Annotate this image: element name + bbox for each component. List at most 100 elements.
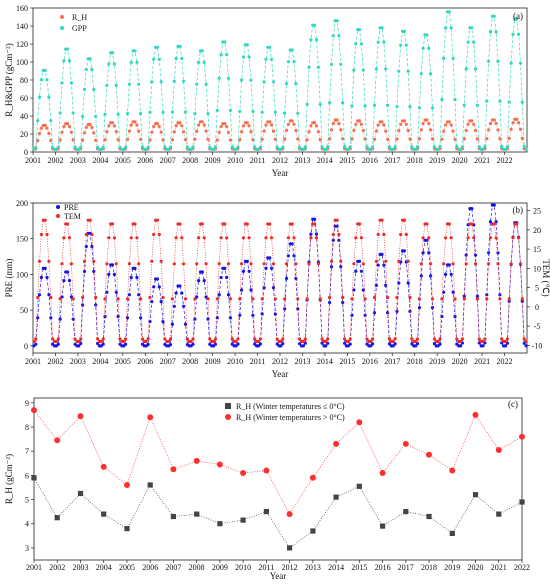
data-point-1: [200, 222, 204, 226]
data-point-0: [313, 217, 317, 221]
data-point-1: [371, 337, 375, 341]
data-point-1: [49, 295, 53, 300]
legend-marker-1: [56, 214, 60, 218]
data-point-1: [67, 236, 72, 240]
data-point-0: [54, 515, 60, 521]
data-point-1: [444, 26, 448, 30]
data-point-0: [67, 279, 72, 283]
data-point-0: [372, 311, 377, 315]
data-point-0: [168, 343, 173, 347]
data-point-0: [453, 137, 457, 141]
data-point-1: [386, 295, 390, 300]
x-tick-label: 2022: [497, 357, 513, 366]
x-tick-label: 2014: [317, 357, 333, 366]
data-point-0: [82, 131, 87, 135]
series-line-0: [33, 204, 527, 347]
data-point-1: [507, 100, 511, 104]
data-point-0: [503, 344, 508, 348]
data-point-0: [309, 232, 313, 236]
data-point-0: [88, 122, 92, 127]
data-point-0: [391, 344, 395, 348]
data-point-0: [66, 270, 70, 274]
data-point-1: [94, 114, 98, 119]
data-point-0: [49, 139, 53, 143]
data-point-1: [236, 145, 240, 149]
data-point-1: [215, 297, 219, 301]
data-point-1: [43, 68, 47, 72]
data-point-1: [341, 101, 345, 105]
data-point-1: [294, 82, 298, 86]
data-point-0: [426, 513, 432, 520]
data-point-1: [379, 470, 386, 476]
data-point-0: [34, 342, 38, 346]
data-point-0: [472, 122, 476, 126]
y-axis-label: PRE (mm): [4, 259, 14, 298]
data-point-1: [69, 262, 73, 266]
data-point-1: [324, 147, 328, 151]
data-point-0: [241, 124, 246, 128]
data-point-0: [442, 290, 446, 294]
data-point-0: [107, 124, 111, 128]
data-point-0: [77, 490, 84, 497]
data-point-1: [191, 337, 195, 341]
data-point-1: [135, 236, 139, 240]
data-point-0: [376, 123, 380, 127]
data-point-1: [483, 337, 487, 341]
data-point-1: [168, 337, 173, 341]
y-tick-label: 20: [20, 130, 28, 139]
x-tick-label: 2012: [272, 357, 288, 366]
data-point-1: [307, 65, 311, 69]
series-line-0: [33, 118, 527, 150]
data-point-1: [462, 103, 466, 107]
data-point-1: [363, 297, 367, 301]
data-point-1: [146, 145, 150, 149]
data-point-1: [73, 145, 77, 149]
data-point-1: [475, 103, 479, 107]
data-point-1: [168, 145, 173, 149]
data-point-1: [356, 419, 363, 426]
data-point-0: [430, 137, 435, 141]
data-point-1: [217, 76, 221, 80]
x-tick-label: 2002: [47, 357, 63, 366]
data-point-0: [292, 254, 296, 258]
data-point-1: [505, 145, 509, 149]
data-point-0: [316, 130, 320, 134]
data-point-0: [449, 123, 453, 127]
data-point-1: [494, 30, 498, 34]
data-point-0: [337, 121, 341, 126]
data-point-1: [178, 44, 182, 49]
x-tick-label: 2017: [398, 563, 414, 572]
data-point-0: [372, 137, 377, 141]
data-point-1: [408, 295, 412, 300]
data-point-1: [524, 147, 528, 151]
data-point-1: [112, 236, 116, 240]
data-point-0: [262, 286, 266, 290]
y-tick-label: 100: [16, 58, 28, 67]
data-point-0: [124, 342, 128, 346]
data-point-0: [284, 128, 289, 133]
data-point-0: [240, 517, 246, 523]
x-tick-label: 2007: [165, 563, 181, 572]
data-point-1: [337, 34, 341, 38]
data-point-0: [451, 129, 455, 133]
data-point-0: [408, 309, 412, 313]
data-point-1: [247, 236, 251, 240]
y-tick-label: 7: [25, 447, 29, 456]
data-point-1: [290, 222, 294, 226]
data-point-1: [331, 34, 335, 38]
data-point-1: [314, 236, 319, 240]
data-point-1: [230, 337, 234, 341]
data-point-0: [350, 137, 354, 141]
x-tick-label: 2003: [72, 563, 88, 572]
data-point-1: [387, 145, 392, 149]
data-point-1: [152, 232, 156, 237]
data-point-0: [228, 138, 232, 142]
x-tick-label: 2020: [452, 357, 468, 366]
series-line-1: [33, 409, 523, 515]
data-point-1: [488, 30, 493, 34]
data-point-0: [363, 137, 367, 141]
data-point-1: [440, 97, 444, 102]
data-point-1: [427, 46, 431, 51]
data-point-1: [81, 114, 85, 119]
